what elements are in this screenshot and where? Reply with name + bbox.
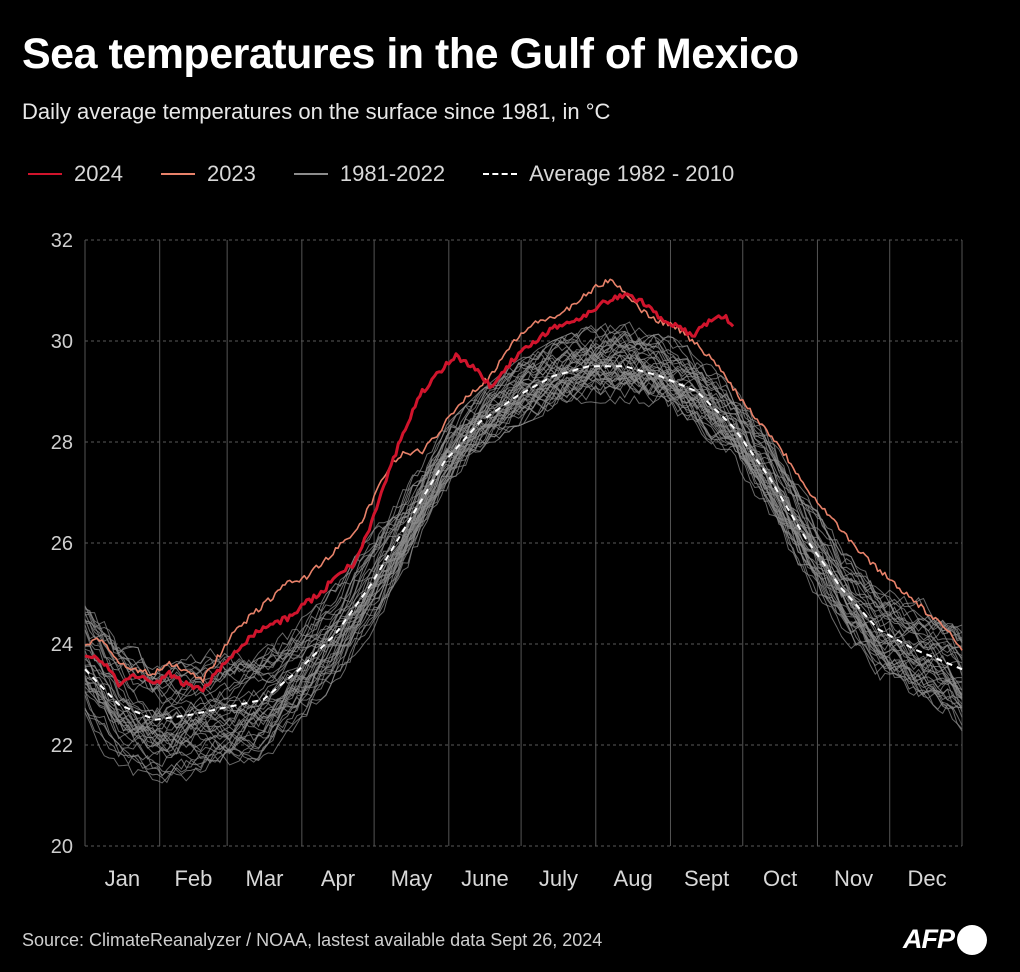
x-tick-label: Oct <box>763 866 797 891</box>
afp-logo-dot <box>957 924 987 955</box>
y-tick-label: 24 <box>51 634 73 656</box>
historical-year-line <box>84 367 963 760</box>
x-tick-label: Jan <box>105 866 140 891</box>
average-line <box>84 365 963 721</box>
legend-item-historical: 1981-2022 <box>293 161 446 187</box>
historical-year-line <box>84 333 963 684</box>
legend-label-historical: 1981-2022 <box>339 161 446 186</box>
legend-label-average: Average 1982 - 2010 <box>529 161 735 186</box>
legend-swatch-historical <box>293 173 328 175</box>
y-tick-label: 32 <box>51 230 73 252</box>
source-note: Source: ClimateReanalyzer / NOAA, lastes… <box>22 930 603 950</box>
chart-title: Sea temperatures in the Gulf of Mexico <box>22 30 799 78</box>
x-tick-label: May <box>391 866 433 891</box>
x-tick-label: Sept <box>684 866 729 891</box>
historical-year-line <box>84 372 963 777</box>
historical-year-line <box>84 357 963 758</box>
y-tick-label: 22 <box>51 735 73 757</box>
chart-legend: 2024 2023 1981-2022 Average 1982 - 2010 <box>28 160 772 188</box>
historical-year-line <box>84 362 963 751</box>
legend-label-2024: 2024 <box>74 161 123 186</box>
x-tick-label: Mar <box>246 866 284 891</box>
historical-year-line <box>84 345 963 746</box>
chart-subtitle: Daily average temperatures on the surfac… <box>22 99 611 124</box>
historical-year-line <box>84 344 963 697</box>
historical-year-line <box>84 336 963 706</box>
x-tick-label: July <box>539 866 578 891</box>
afp-logo-text: AFP <box>903 924 955 954</box>
historical-year-line <box>84 352 963 756</box>
x-tick-label: Feb <box>174 866 212 891</box>
historical-year-line <box>84 356 963 753</box>
afp-logo: AFP <box>903 924 987 955</box>
y-tick-label: 20 <box>51 836 73 858</box>
historical-year-line <box>84 346 963 728</box>
historical-year-line <box>84 351 962 745</box>
legend-swatch-average <box>483 173 518 175</box>
series-2024-line <box>84 292 735 693</box>
historical-year-line <box>84 354 963 737</box>
x-tick-label: June <box>461 866 509 891</box>
y-tick-label: 30 <box>51 331 73 353</box>
x-tick-label: Aug <box>614 866 653 891</box>
legend-item-2023: 2023 <box>160 161 256 187</box>
historical-year-line <box>84 364 963 747</box>
legend-label-2023: 2023 <box>206 161 256 186</box>
x-tick-label: Dec <box>908 866 947 891</box>
legend-item-2024: 2024 <box>28 161 123 187</box>
x-tick-label: Apr <box>321 866 355 891</box>
historical-year-line <box>84 345 963 726</box>
legend-item-average: Average 1982 - 2010 <box>483 161 734 187</box>
y-tick-label: 26 <box>51 533 73 555</box>
x-tick-label: Nov <box>834 866 873 891</box>
y-tick-label: 28 <box>51 432 73 454</box>
legend-swatch-2024 <box>28 173 62 175</box>
historical-year-line <box>84 369 963 748</box>
legend-swatch-2023 <box>160 173 195 175</box>
series-2023-line <box>84 278 963 684</box>
historical-year-line <box>84 336 963 692</box>
